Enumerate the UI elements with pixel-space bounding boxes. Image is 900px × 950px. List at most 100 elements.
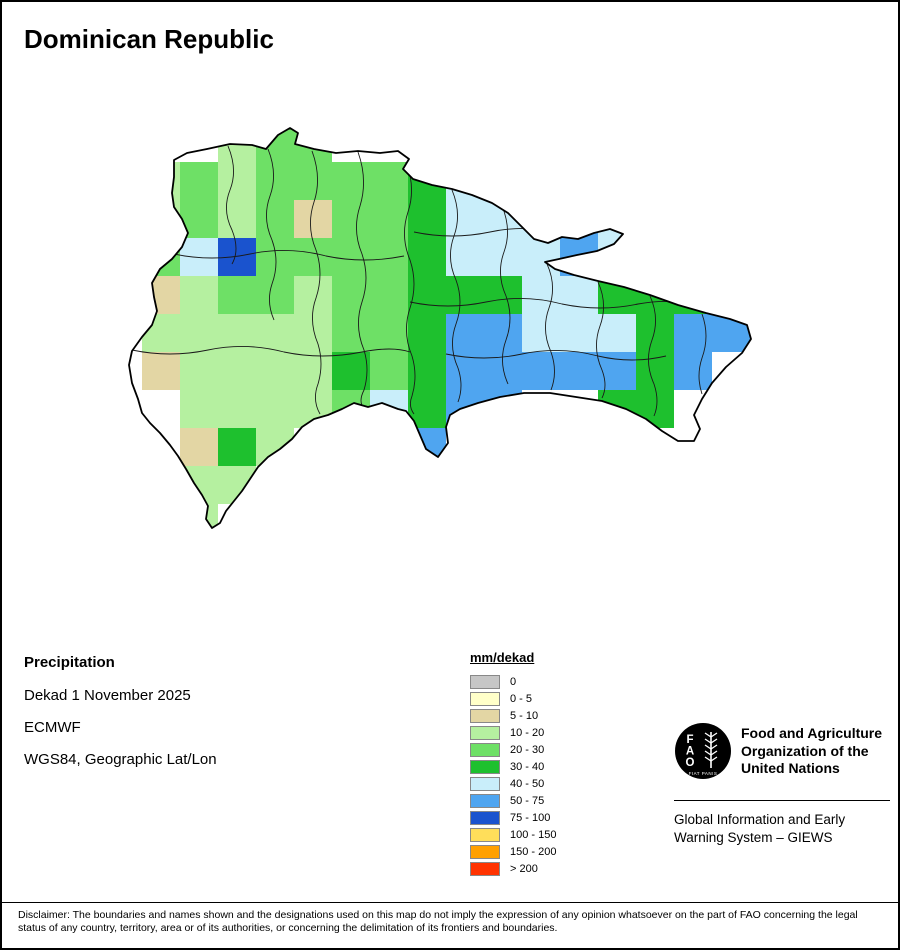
legend-label: 50 - 75 bbox=[510, 794, 545, 807]
precip-cell bbox=[560, 352, 598, 390]
precip-cell bbox=[294, 314, 332, 352]
precip-cell bbox=[560, 314, 598, 352]
legend-row: 100 - 150 bbox=[470, 826, 556, 843]
precip-cell bbox=[218, 128, 256, 162]
precip-cell bbox=[256, 200, 294, 238]
svg-text:FAO: FAO bbox=[686, 734, 695, 769]
precip-cell bbox=[636, 314, 674, 352]
precip-cell bbox=[180, 200, 218, 238]
precip-cell bbox=[560, 276, 598, 314]
precip-cell bbox=[636, 238, 674, 276]
province-boundaries bbox=[131, 145, 707, 417]
precip-cell bbox=[256, 276, 294, 314]
precip-cell bbox=[294, 238, 332, 276]
precip-cell bbox=[408, 238, 446, 276]
precip-cell bbox=[256, 162, 294, 200]
fao-logo-motto: FIAT PANIS bbox=[689, 771, 718, 776]
legend-row: 30 - 40 bbox=[470, 758, 556, 775]
legend-row: 10 - 20 bbox=[470, 724, 556, 741]
legend-label: 10 - 20 bbox=[510, 726, 545, 739]
precip-cell bbox=[332, 162, 370, 200]
legend-row: 150 - 200 bbox=[470, 843, 556, 860]
info-dekad-label: Dekad 1 November 2025 bbox=[24, 687, 191, 704]
precip-cell bbox=[522, 352, 560, 390]
precip-cell bbox=[370, 352, 408, 390]
legend-label: 75 - 100 bbox=[510, 811, 551, 824]
precip-cell bbox=[484, 276, 522, 314]
precip-cell bbox=[294, 162, 332, 200]
fao-org-line: United Nations bbox=[741, 760, 840, 776]
legend-swatch bbox=[470, 844, 500, 859]
precip-cell bbox=[408, 314, 446, 352]
legend-row: 20 - 30 bbox=[470, 741, 556, 758]
precip-cell bbox=[522, 238, 560, 276]
precip-cell bbox=[180, 390, 218, 428]
precip-cell bbox=[180, 466, 218, 504]
legend-row: 5 - 10 bbox=[470, 707, 556, 724]
map-info: Precipitation Dekad 1 November 2025 ECMW… bbox=[24, 654, 217, 783]
legend-label: > 200 bbox=[510, 862, 538, 875]
precip-cell bbox=[218, 352, 256, 390]
precip-cell bbox=[636, 390, 674, 428]
precip-cell bbox=[218, 276, 256, 314]
legend-label: 5 - 10 bbox=[510, 709, 539, 722]
precip-cell bbox=[446, 314, 484, 352]
legend-row: 0 - 5 bbox=[470, 690, 556, 707]
precip-cell bbox=[142, 352, 180, 390]
precip-cell bbox=[370, 428, 408, 466]
legend-label: 0 bbox=[510, 675, 517, 688]
precip-cell bbox=[636, 276, 674, 314]
precip-cell bbox=[180, 352, 218, 390]
legend-label: 20 - 30 bbox=[510, 743, 545, 756]
page-title: Dominican Republic bbox=[24, 24, 274, 54]
precip-cell bbox=[180, 504, 218, 528]
precip-cell bbox=[218, 238, 256, 276]
disclaimer: Disclaimer: The boundaries and names sho… bbox=[2, 902, 898, 935]
precip-cell bbox=[180, 428, 218, 466]
legend-swatch bbox=[470, 674, 500, 689]
giews-line: Global Information and Early bbox=[674, 812, 846, 827]
legend-swatch bbox=[470, 827, 500, 842]
legend-swatch bbox=[470, 793, 500, 808]
precip-cell bbox=[408, 428, 446, 466]
fao-divider bbox=[674, 800, 890, 801]
legend-swatch bbox=[470, 708, 500, 723]
precip-cell bbox=[598, 238, 636, 276]
precip-cell bbox=[332, 200, 370, 238]
precip-cell bbox=[332, 352, 370, 390]
precip-cell bbox=[142, 314, 180, 352]
precip-cell bbox=[294, 390, 332, 428]
fao-org-line: Organization of the bbox=[741, 742, 869, 759]
precip-grid bbox=[142, 128, 750, 528]
precip-cell bbox=[636, 352, 674, 390]
legend-swatch bbox=[470, 725, 500, 740]
precip-cell bbox=[598, 352, 636, 390]
precip-cell bbox=[446, 162, 484, 200]
legend-label: 0 - 5 bbox=[510, 692, 533, 705]
precip-cell bbox=[560, 200, 598, 238]
precip-cell bbox=[218, 314, 256, 352]
legend-swatch bbox=[470, 861, 500, 876]
precip-cell bbox=[218, 428, 256, 466]
legend-label: 150 - 200 bbox=[510, 845, 557, 858]
precip-cell bbox=[332, 238, 370, 276]
legend-row: 0 bbox=[470, 673, 556, 690]
legend-label: 100 - 150 bbox=[510, 828, 557, 841]
precip-cell bbox=[446, 200, 484, 238]
legend-label: 40 - 50 bbox=[510, 777, 545, 790]
precip-cell bbox=[218, 390, 256, 428]
precip-cell bbox=[180, 314, 218, 352]
precip-cell bbox=[522, 314, 560, 352]
legend-row: 50 - 75 bbox=[470, 792, 556, 809]
giews-label: Global Information and Early Warning Sys… bbox=[674, 811, 890, 847]
precip-cell bbox=[256, 314, 294, 352]
precip-cell bbox=[294, 352, 332, 390]
precip-cell bbox=[370, 162, 408, 200]
legend-swatch bbox=[470, 691, 500, 706]
precip-cell bbox=[370, 390, 408, 428]
precip-cell bbox=[370, 200, 408, 238]
precip-cell bbox=[370, 314, 408, 352]
precip-cell bbox=[180, 238, 218, 276]
precip-cell bbox=[674, 276, 712, 314]
